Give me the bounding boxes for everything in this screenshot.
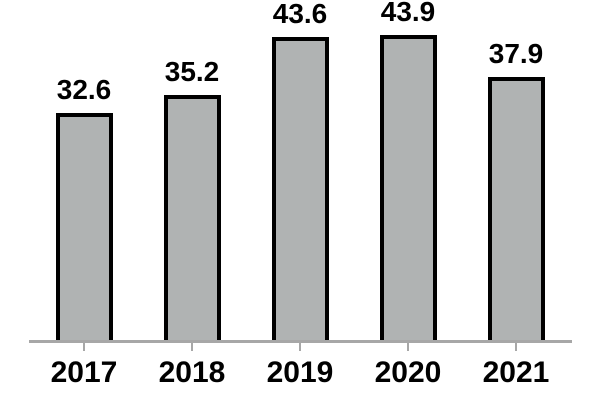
bar-value-label: 37.9 <box>488 37 544 69</box>
x-axis-tick-label: 2021 <box>482 356 550 389</box>
bar-value-label: 43.6 <box>272 0 328 29</box>
bar <box>163 95 221 340</box>
bar-group: 37.9 <box>462 37 570 340</box>
bar-value-label: 43.9 <box>380 0 436 27</box>
bar-group: 43.9 <box>354 0 462 340</box>
x-axis-tick-label: 2018 <box>158 356 226 389</box>
x-axis-tick <box>407 342 409 351</box>
bar <box>487 76 545 340</box>
bar <box>271 36 329 340</box>
x-axis-tick-label: 2019 <box>266 356 334 389</box>
bar-group: 35.2 <box>138 58 246 340</box>
bar <box>55 113 113 340</box>
bar-group: 32.6 <box>30 76 138 340</box>
bar <box>379 34 437 340</box>
x-axis-line <box>29 340 572 343</box>
bar-value-label: 35.2 <box>164 56 220 88</box>
x-axis-tick-label: 2017 <box>50 356 118 389</box>
bar-group: 43.6 <box>246 0 354 340</box>
x-axis-tick-label: 2020 <box>374 356 442 389</box>
x-axis-tick <box>515 342 517 351</box>
x-axis-tick <box>299 342 301 351</box>
bar-value-label: 32.6 <box>56 74 112 106</box>
x-axis-tick <box>83 342 85 351</box>
x-axis-tick <box>191 342 193 351</box>
